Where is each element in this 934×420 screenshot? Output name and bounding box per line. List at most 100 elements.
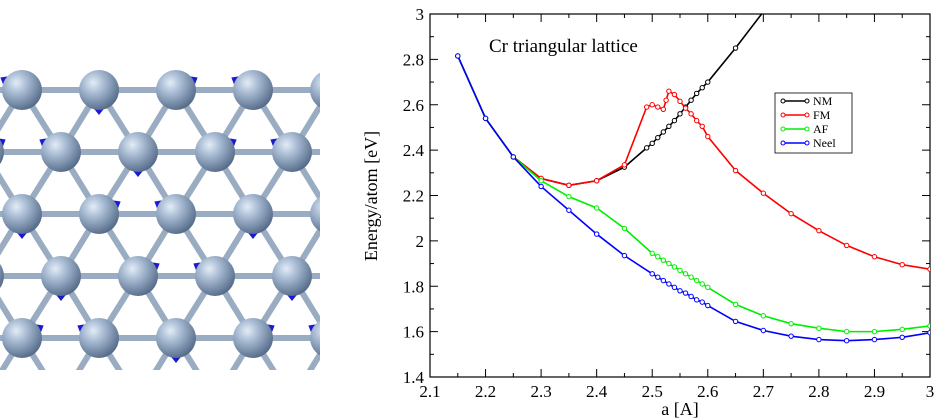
data-point-fm — [693, 117, 700, 124]
data-point-fm — [660, 106, 667, 112]
data-point-nm — [705, 79, 711, 85]
lattice-bond — [330, 276, 369, 338]
chromium-atom — [79, 318, 119, 358]
data-point-af — [843, 328, 850, 335]
spin-arrow — [292, 391, 308, 400]
data-point-neel — [843, 338, 850, 344]
data-point-neel — [677, 288, 683, 294]
data-point-neel — [455, 53, 461, 59]
data-point-nm — [649, 140, 655, 147]
chromium-atom — [118, 256, 158, 296]
lattice-bond — [306, 348, 320, 370]
spin-arrow-head — [322, 105, 338, 115]
data-point-neel — [621, 252, 628, 259]
data-point-fm — [871, 254, 878, 260]
data-point-fm — [666, 88, 672, 94]
data-point-neel — [655, 274, 661, 280]
y-tick-label: 1.4 — [403, 368, 425, 387]
spin-arrow — [391, 205, 407, 214]
legend-marker — [780, 140, 786, 146]
chromium-atom — [233, 70, 273, 110]
data-point-fm — [677, 98, 683, 105]
spin-arrow — [330, 205, 346, 214]
data-point-af — [788, 320, 794, 327]
x-tick-label: 2.3 — [530, 382, 551, 401]
data-point-af — [899, 326, 905, 333]
data-point-af — [566, 193, 572, 200]
chromium-atom — [233, 194, 273, 234]
data-point-af — [871, 328, 878, 335]
chromium-atom — [41, 132, 81, 172]
data-point-nm — [688, 97, 694, 103]
legend-marker — [780, 98, 786, 104]
chromium-atom — [156, 318, 196, 358]
chromium-atom — [156, 194, 196, 234]
data-point-fm — [655, 104, 661, 110]
chromium-atom — [0, 380, 4, 420]
chromium-atom — [41, 380, 81, 420]
data-point-nm — [677, 111, 683, 117]
spin-arrow-head — [399, 353, 415, 363]
lattice-illustration — [0, 70, 429, 420]
data-point-fm — [699, 123, 705, 130]
spin-arrow-head — [207, 415, 223, 420]
plot-frame — [429, 13, 931, 378]
data-point-af — [621, 225, 628, 232]
data-point-fm — [593, 178, 600, 184]
data-point-neel — [760, 327, 767, 334]
spin-arrow-head — [385, 200, 398, 214]
lattice-bond — [330, 338, 369, 400]
y-axis-title: Energy/atom [eV] — [361, 131, 381, 261]
data-point-af — [693, 277, 700, 284]
axis-ticks — [429, 13, 931, 378]
chromium-atom — [310, 196, 320, 232]
x-tick-label: 2.2 — [475, 382, 496, 401]
series-line-fm — [457, 55, 930, 271]
data-point-neel — [593, 231, 600, 237]
data-point-nm — [699, 85, 705, 91]
legend-label-neel: Neel — [813, 136, 836, 150]
spin-arrow-head — [416, 76, 429, 90]
data-point-af — [666, 260, 672, 267]
chromium-atom — [2, 70, 42, 110]
data-point-fm — [760, 190, 767, 196]
lattice-bond — [369, 276, 407, 338]
series-neel — [455, 53, 930, 344]
chromium-atom — [272, 380, 312, 420]
legend-marker — [804, 98, 810, 104]
data-point-nm — [655, 134, 661, 141]
data-point-neel — [871, 336, 878, 343]
data-point-fm — [843, 242, 850, 249]
chromium-atom — [2, 194, 42, 234]
chromium-atom — [195, 132, 235, 172]
chromium-atom — [310, 72, 320, 108]
data-point-fm — [899, 261, 905, 268]
chromium-atom — [79, 70, 119, 110]
data-point-fm — [705, 133, 711, 140]
data-point-af — [671, 264, 678, 270]
data-point-fm — [688, 111, 694, 117]
data-point-af — [649, 250, 655, 257]
chromium-atom — [349, 380, 389, 420]
x-axis-title: a [A] — [661, 399, 698, 419]
data-point-neel — [649, 271, 655, 277]
chromium-atom — [41, 256, 81, 296]
chart-title: Cr triangular lattice — [489, 36, 638, 57]
data-point-neel — [688, 293, 694, 300]
spin-arrow — [61, 391, 77, 400]
chromium-atom — [0, 264, 4, 288]
series-line-neel — [457, 55, 930, 342]
spin-arrow-head — [378, 262, 391, 276]
data-point-nm — [693, 90, 700, 97]
data-point-fm — [816, 227, 822, 234]
chromium-atom — [2, 318, 42, 358]
y-tick-label: 2 — [416, 232, 425, 251]
chromium-atom — [195, 256, 235, 296]
legend-marker — [804, 140, 810, 146]
data-point-neel — [660, 277, 667, 284]
legend-marker — [804, 126, 810, 132]
x-tick-label: 2.8 — [808, 382, 829, 401]
data-point-neel — [682, 290, 689, 296]
